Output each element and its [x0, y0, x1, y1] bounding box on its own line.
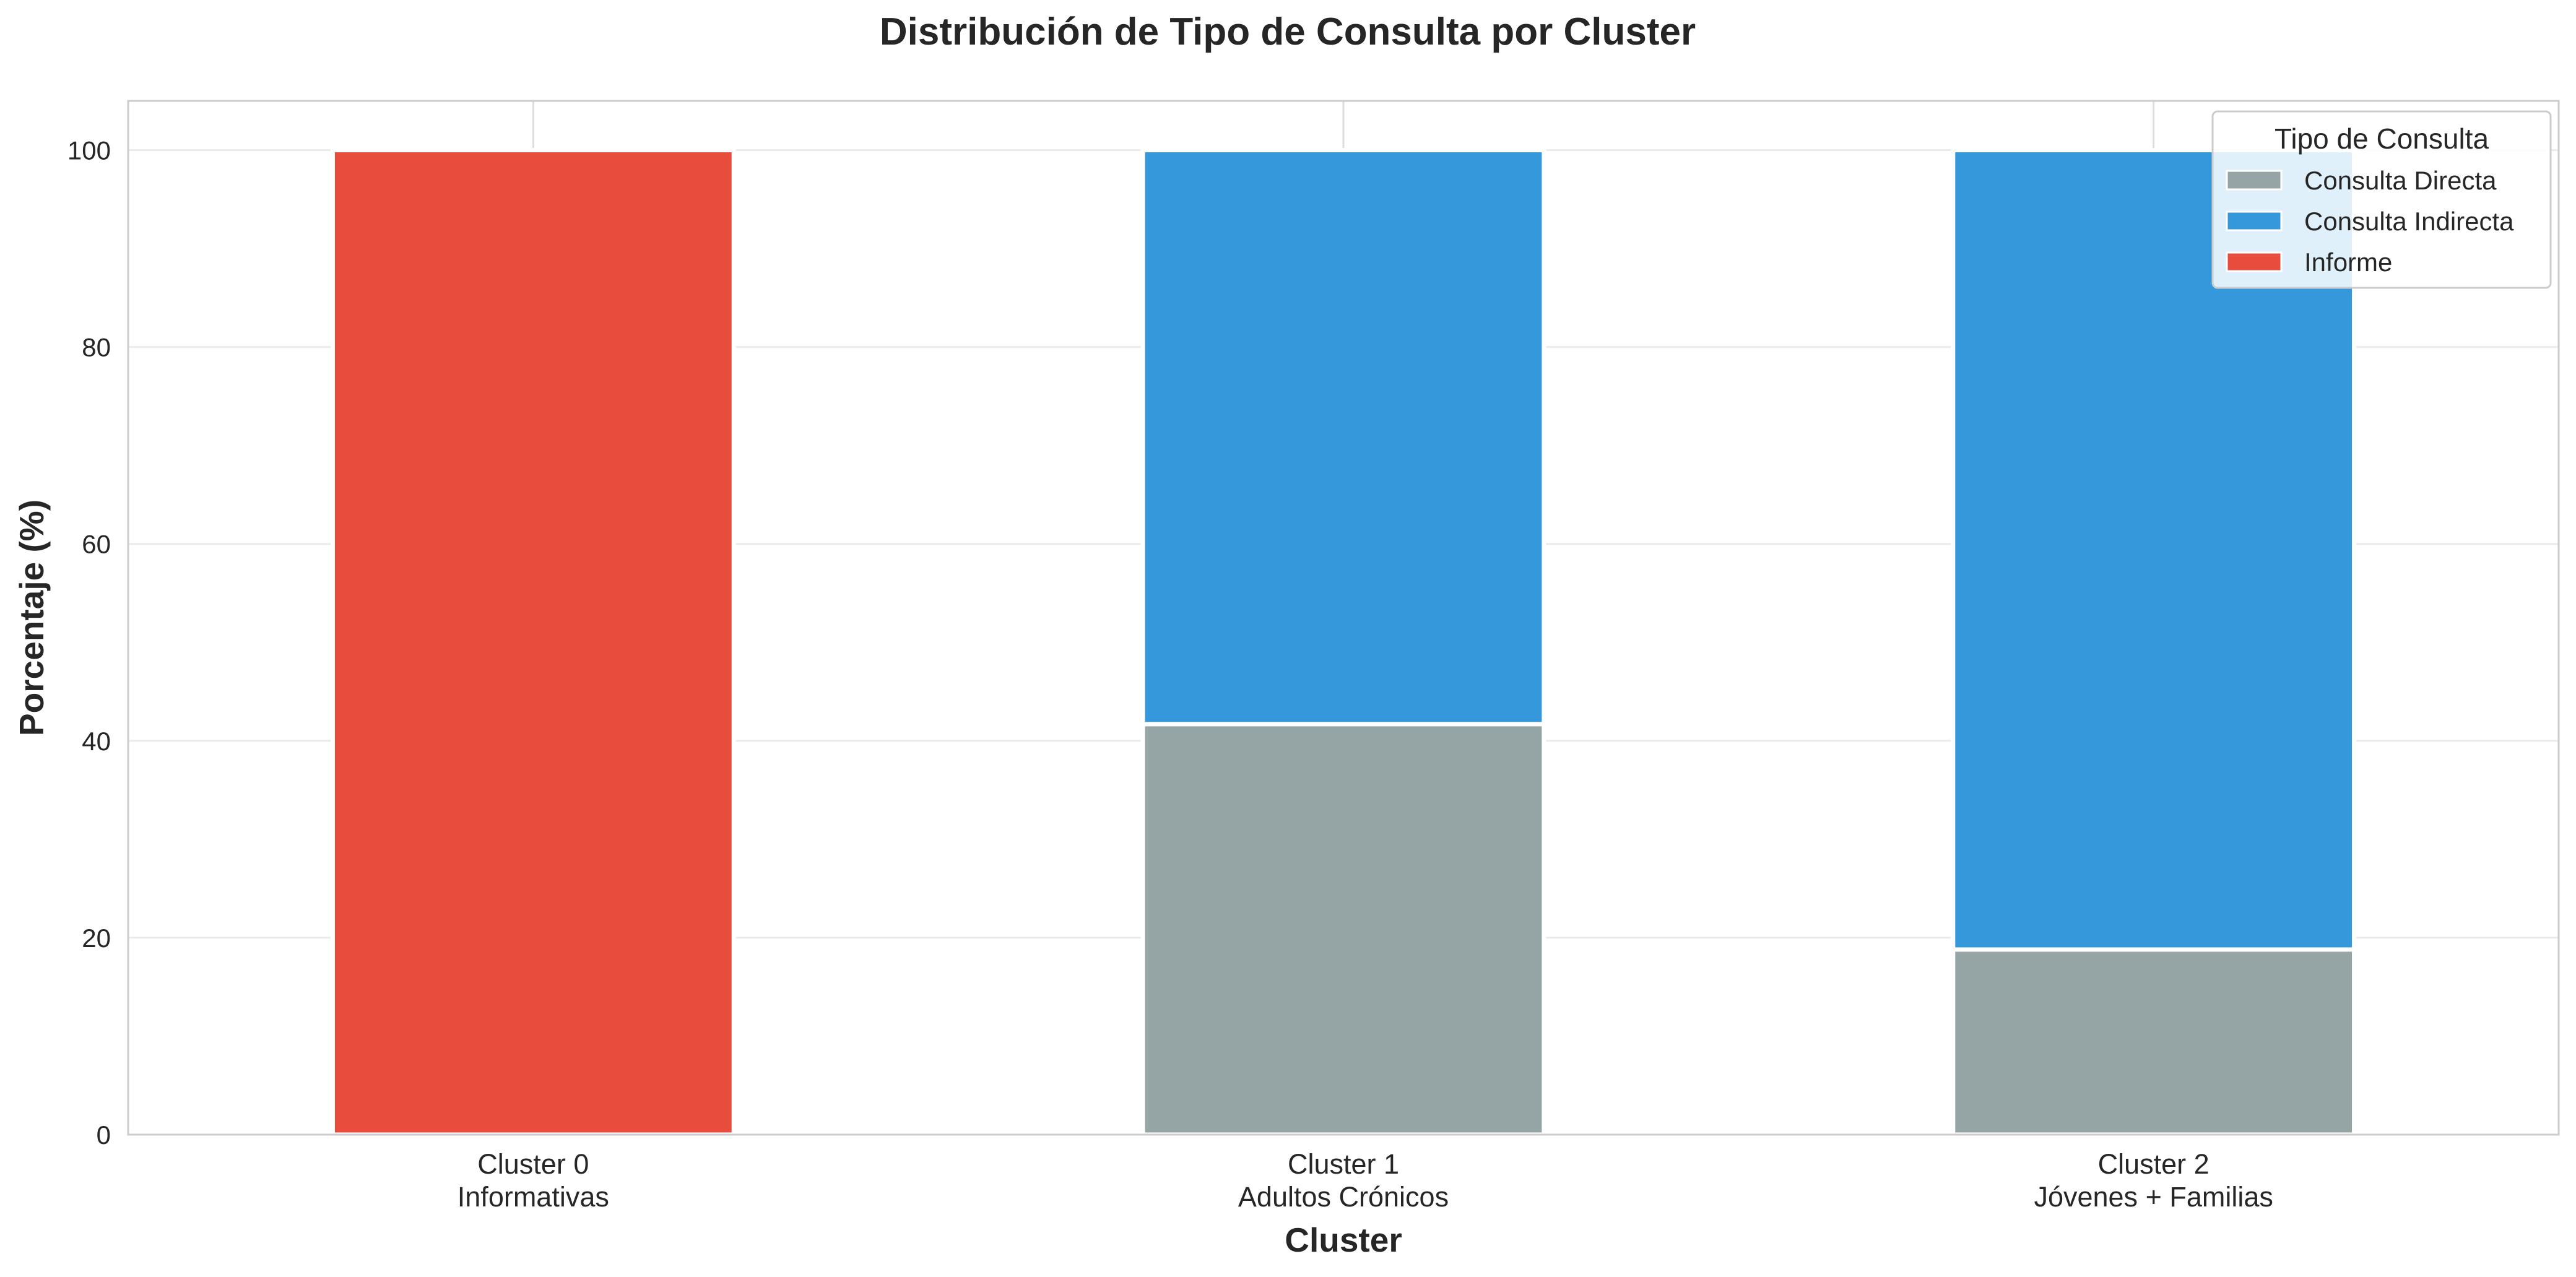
x-tick-label: Cluster 1	[1288, 1148, 1399, 1180]
legend-box	[2211, 110, 2552, 289]
y-tick-label: 80	[82, 333, 111, 362]
legend-title: Tipo de Consulta	[2275, 123, 2489, 155]
y-tick-label: 20	[82, 924, 111, 953]
x-tick-label: Informativas	[458, 1181, 609, 1213]
legend-swatch	[2226, 251, 2283, 272]
x-axis-label: Cluster	[1285, 1221, 1402, 1259]
y-tick-label: 40	[82, 727, 111, 756]
x-tick-label: Cluster 2	[2098, 1148, 2210, 1180]
x-tick-label: Jóvenes + Familias	[2034, 1181, 2273, 1213]
bar-segment	[1140, 148, 1546, 727]
y-tick-label: 0	[97, 1120, 111, 1149]
y-tick-label: 60	[82, 530, 111, 559]
bar-segment	[1951, 947, 2357, 1137]
bars	[330, 148, 2357, 1137]
legend-entry: Consulta Directa	[2304, 166, 2497, 195]
y-tick-label: 100	[67, 136, 111, 165]
x-tick-label: Adultos Crónicos	[1238, 1181, 1449, 1213]
chart-title: Distribución de Tipo de Consulta por Clu…	[880, 11, 1696, 53]
x-tick-label: Cluster 0	[477, 1148, 589, 1180]
legend-entry: Consulta Indirecta	[2304, 207, 2514, 236]
legend-entry: Informe	[2304, 248, 2392, 277]
legend-swatch	[2226, 170, 2283, 191]
legend: Tipo de Consulta Consulta Directa Consulta…	[2211, 110, 2552, 289]
legend-swatch	[2226, 210, 2283, 232]
y-axis-label: Porcentaje (%)	[12, 500, 51, 736]
bar-segment	[1140, 722, 1546, 1137]
bar-segment	[330, 148, 736, 1137]
plot-frame	[127, 100, 2560, 1136]
